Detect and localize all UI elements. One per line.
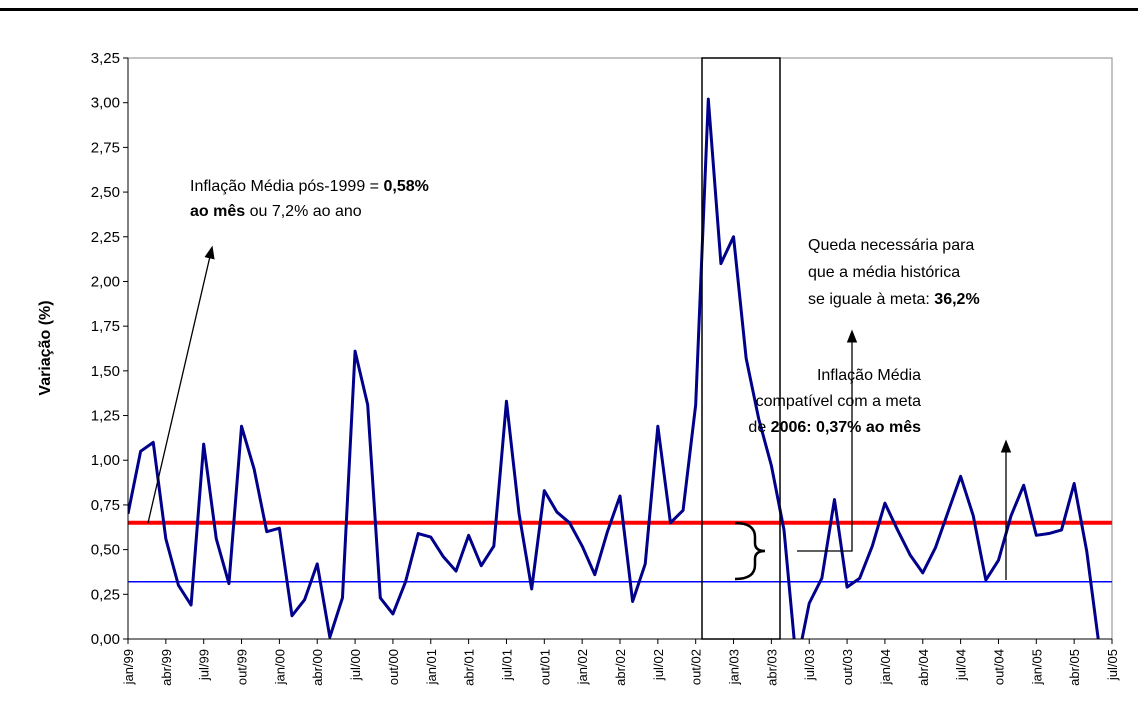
annotation-part: compatível com a meta: [756, 393, 922, 410]
x-tick-label: out/04: [991, 649, 1006, 685]
brace: [734, 521, 766, 581]
x-tick-label: abr/02: [613, 649, 628, 686]
highlight-box: [701, 57, 781, 640]
x-tick-label: abr/04: [916, 649, 931, 686]
x-tick-label: abr/05: [1067, 649, 1082, 686]
y-tick-label: 0,75: [91, 497, 120, 514]
y-tick-label: 0,00: [91, 631, 120, 648]
x-tick-label: jul/03: [802, 649, 817, 681]
x-tick-label: jul/02: [651, 649, 666, 681]
y-tick-label: 0,50: [91, 542, 120, 559]
y-tick-label: 3,00: [91, 95, 120, 112]
x-tick-label: out/99: [235, 649, 250, 685]
y-tick-label: 1,00: [91, 452, 120, 469]
x-tick-label: jan/01: [424, 649, 439, 685]
x-tick-label: jan/03: [727, 649, 742, 685]
y-tick-label: 2,75: [91, 139, 120, 156]
x-tick-label: abr/01: [462, 649, 477, 686]
x-tick-label: out/00: [386, 649, 401, 685]
y-axis-label: Variação (%): [37, 300, 54, 395]
annotation: Inflação Média pós-1999 = 0,58%: [190, 178, 429, 195]
annotation-part: ou 7,2% ao ano: [245, 203, 362, 220]
annotation: compatível com a meta: [756, 393, 922, 410]
annotation-part: que a média histórica: [808, 264, 960, 281]
annotation: de 2006: 0,37% ao mês: [748, 419, 921, 436]
annotation: se iguale à meta: 36,2%: [808, 291, 980, 308]
annotation: ao mês ou 7,2% ao ano: [190, 203, 362, 220]
y-tick-label: 1,75: [91, 318, 120, 335]
x-tick-label: jul/04: [954, 649, 969, 681]
x-tick-label: jan/02: [575, 649, 590, 685]
x-tick-label: abr/00: [310, 649, 325, 686]
annotation-part: Inflação Média pós-1999 =: [190, 178, 383, 195]
y-tick-label: 0,25: [91, 586, 120, 603]
x-tick-label: abr/99: [159, 649, 174, 686]
annotation-part: 36,2%: [934, 291, 979, 308]
y-tick-label: 3,25: [91, 50, 120, 67]
arrow: [147, 245, 215, 524]
y-tick-label: 1,50: [91, 363, 120, 380]
y-tick-label: 1,25: [91, 408, 120, 425]
annotation-part: Queda necessária para: [808, 237, 974, 254]
annotation-part: Inflação Média: [817, 367, 921, 384]
x-tick-label: jul/99: [197, 649, 212, 681]
annotation-part: ao mês: [190, 203, 245, 220]
x-tick-label: jan/00: [272, 649, 287, 685]
x-tick-label: jan/05: [1029, 649, 1044, 685]
y-tick-label: 2,50: [91, 184, 120, 201]
data-line: [128, 97, 1100, 639]
x-tick-label: jan/99: [121, 649, 136, 685]
arrow: [797, 329, 858, 552]
x-tick-label: out/03: [840, 649, 855, 685]
x-tick-label: jan/04: [878, 649, 893, 685]
annotation-part: de: [748, 419, 770, 436]
x-tick-label: jul/05: [1105, 649, 1120, 681]
plot-border: [127, 57, 1113, 640]
annotation-part: se iguale à meta:: [808, 291, 934, 308]
x-tick-label: jul/01: [499, 649, 514, 681]
annotation: Inflação Média: [817, 367, 921, 384]
x-tick-label: jul/00: [348, 649, 363, 681]
x-tick-label: out/01: [537, 649, 552, 685]
annotation-part: 0,58%: [383, 178, 428, 195]
annotation-part: 2006: 0,37% ao mês: [771, 419, 921, 436]
y-tick-label: 2,25: [91, 229, 120, 246]
y-tick-label: 2,00: [91, 273, 120, 290]
x-tick-label: out/02: [689, 649, 704, 685]
top-rule: [0, 8, 1138, 11]
annotation: Queda necessária para: [808, 237, 974, 254]
annotation: que a média histórica: [808, 264, 960, 281]
x-tick-label: abr/03: [764, 649, 779, 686]
